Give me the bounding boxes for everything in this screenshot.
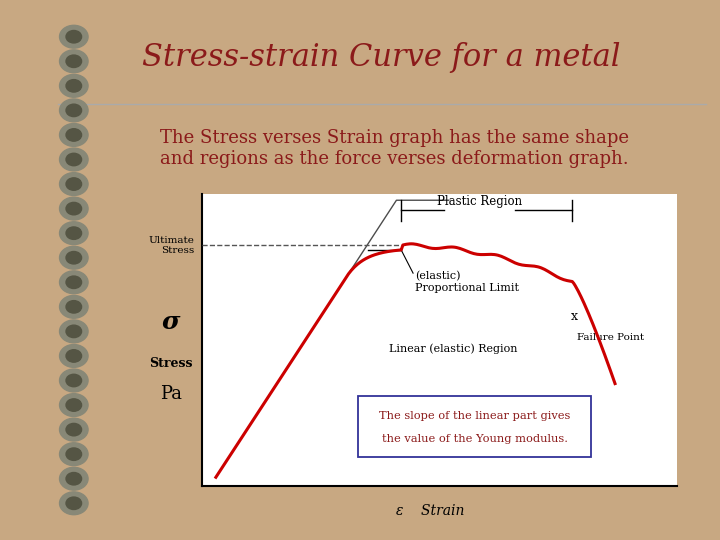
Circle shape <box>66 350 81 362</box>
Circle shape <box>60 271 88 294</box>
Circle shape <box>66 423 81 436</box>
Circle shape <box>60 295 88 318</box>
Circle shape <box>60 124 88 146</box>
Circle shape <box>60 443 88 465</box>
Circle shape <box>60 75 88 97</box>
Circle shape <box>66 252 81 264</box>
Text: Ultimate
Stress: Ultimate Stress <box>148 236 194 255</box>
Circle shape <box>60 99 88 122</box>
Text: Pa: Pa <box>160 386 182 403</box>
Circle shape <box>66 153 81 166</box>
FancyBboxPatch shape <box>359 396 591 457</box>
Text: (elastic)
Proportional Limit: (elastic) Proportional Limit <box>415 271 519 293</box>
Text: Stress-strain Curve for a metal: Stress-strain Curve for a metal <box>143 42 621 73</box>
Circle shape <box>66 374 81 387</box>
Circle shape <box>66 79 81 92</box>
Circle shape <box>60 197 88 220</box>
Circle shape <box>66 325 81 338</box>
Circle shape <box>66 448 81 461</box>
Circle shape <box>66 497 81 510</box>
Circle shape <box>60 50 88 73</box>
Circle shape <box>60 492 88 515</box>
Circle shape <box>66 104 81 117</box>
Text: x: x <box>571 310 578 323</box>
Circle shape <box>66 178 81 190</box>
Text: the value of the Young modulus.: the value of the Young modulus. <box>382 434 568 444</box>
Text: Plastic Region: Plastic Region <box>437 194 522 207</box>
Circle shape <box>60 345 88 367</box>
Circle shape <box>66 227 81 239</box>
Circle shape <box>60 394 88 416</box>
Circle shape <box>60 148 88 171</box>
Circle shape <box>66 472 81 485</box>
Circle shape <box>60 467 88 490</box>
Text: Failure Point: Failure Point <box>577 333 644 342</box>
Text: ε    Strain: ε Strain <box>395 504 464 518</box>
Circle shape <box>66 276 81 288</box>
Circle shape <box>66 301 81 313</box>
Text: Stress: Stress <box>149 357 193 370</box>
Circle shape <box>60 222 88 245</box>
Circle shape <box>66 399 81 411</box>
Text: The Stress verses Strain graph has the same shape: The Stress verses Strain graph has the s… <box>160 129 629 147</box>
Circle shape <box>66 55 81 68</box>
Circle shape <box>66 202 81 215</box>
Circle shape <box>60 25 88 48</box>
Circle shape <box>60 246 88 269</box>
Text: σ: σ <box>162 310 180 334</box>
Circle shape <box>60 173 88 195</box>
Circle shape <box>60 369 88 392</box>
Text: and regions as the force verses deformation graph.: and regions as the force verses deformat… <box>161 150 629 167</box>
Circle shape <box>60 418 88 441</box>
Text: Linear (elastic) Region: Linear (elastic) Region <box>390 343 518 354</box>
Circle shape <box>60 320 88 343</box>
Circle shape <box>66 30 81 43</box>
Text: The slope of the linear part gives: The slope of the linear part gives <box>379 411 570 421</box>
Circle shape <box>66 129 81 141</box>
